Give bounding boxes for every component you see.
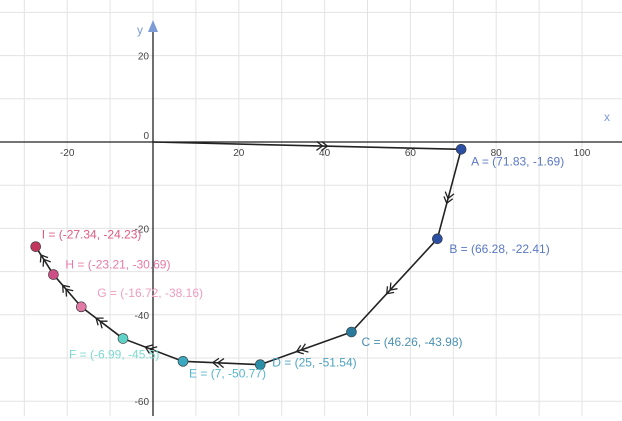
point-b[interactable] [432, 233, 443, 245]
point-label-b: B = (66.28, -22.41) [449, 242, 549, 256]
direction-arrow-icon [61, 284, 71, 293]
x-tick-label: -20 [60, 148, 75, 159]
point-g[interactable] [75, 301, 87, 313]
point-label-h: H = (-23.21, -30.69) [65, 258, 170, 272]
x-axis-name: x [604, 110, 610, 124]
path-segment [259, 331, 352, 366]
path-segment [122, 337, 184, 363]
direction-arrow-icon [316, 140, 324, 151]
points[interactable] [30, 144, 467, 370]
y-tick-label: 20 [138, 52, 150, 63]
direction-arrow-icon [42, 258, 51, 267]
point-h[interactable] [48, 269, 59, 280]
path-segment [182, 360, 261, 366]
point-label-f: F = (-6.99, -45.5) [69, 348, 159, 362]
path-segment [35, 246, 55, 276]
x-tick-label: 20 [233, 148, 245, 159]
point-label-c: C = (46.26, -43.98) [361, 335, 462, 349]
origin-label: 0 [143, 131, 149, 142]
direction-arrow-icon [99, 320, 108, 329]
y-axis-name: y [137, 23, 143, 37]
point-labels: A = (71.83, -1.69) B = (66.28, -22.41) C =… [42, 154, 565, 380]
x-tick-label: 40 [319, 148, 331, 159]
direction-arrow-icon [149, 346, 158, 356]
path-segments [35, 141, 462, 366]
direction-arrow-icon [300, 343, 309, 353]
y-tick-label: -40 [135, 311, 150, 322]
path-segment [350, 238, 438, 333]
point-label-a: A = (71.83, -1.69) [471, 154, 564, 168]
direction-arrow-icon [385, 286, 395, 295]
path-segment [80, 306, 124, 340]
direction-arrow-icon [144, 344, 153, 354]
direction-arrow-icon [444, 191, 455, 200]
point-label-d: D = (25, -51.54) [272, 356, 356, 370]
point-label-i: I = (-27.34, -24.23) [42, 228, 142, 242]
direction-arrow-icon [211, 357, 220, 368]
point-label-g: G = (-16.72, -38.16) [97, 286, 203, 300]
tick-labels: -20 20 40 60 80 100 20 -20 -40 -60 0 [60, 52, 591, 409]
direction-arrow-icon [443, 196, 454, 205]
direction-arrow-icon [216, 358, 225, 369]
point-i[interactable] [30, 241, 42, 252]
y-tick-label: -60 [135, 397, 150, 408]
x-tick-label: 80 [491, 148, 503, 159]
direction-arrow-icon [65, 288, 74, 297]
point-d[interactable] [254, 359, 266, 370]
point-label-e: E = (7, -50.77) [189, 366, 266, 380]
x-tick-label: 100 [574, 148, 591, 159]
direction-arrows [39, 140, 455, 369]
point-c[interactable] [346, 326, 357, 338]
path-segment [436, 149, 462, 240]
point-f[interactable] [117, 333, 129, 344]
point-e[interactable] [177, 356, 189, 367]
direction-arrow-icon [320, 140, 329, 152]
direction-arrow-icon [295, 345, 304, 355]
direction-arrow-icon [95, 317, 104, 326]
direction-arrow-icon [389, 282, 398, 291]
y-tick-label: -20 [135, 224, 150, 235]
path-segment [152, 141, 462, 151]
direction-arrow-icon [39, 254, 49, 263]
x-tick-label: 60 [405, 148, 417, 159]
y-axis-arrow-icon [148, 20, 158, 32]
path-segment [52, 274, 82, 308]
point-a[interactable] [455, 144, 467, 155]
